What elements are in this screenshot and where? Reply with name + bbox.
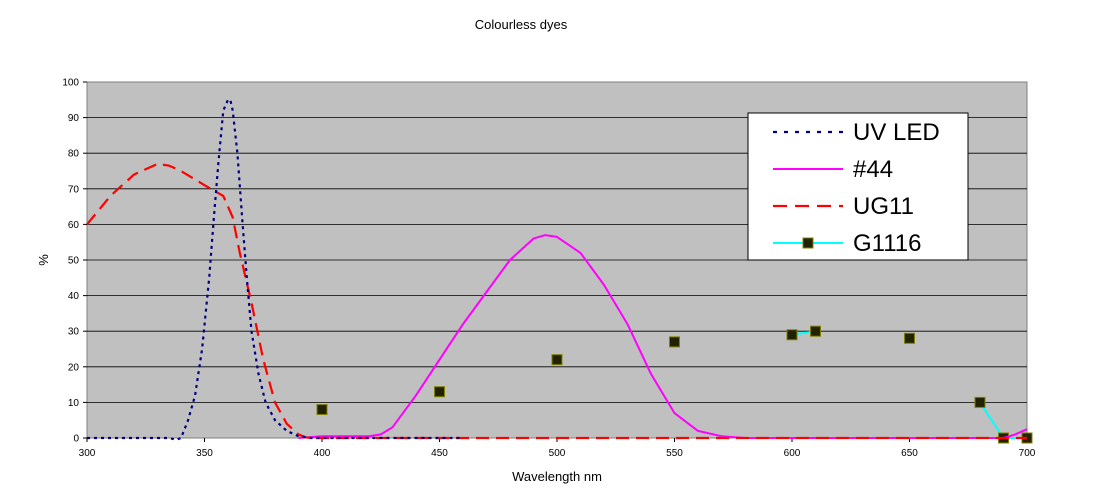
legend-entry: #44 <box>773 156 893 183</box>
series-segment <box>979 401 1005 439</box>
x-axis: 300 350 400 450 500 550 600 650 700 <box>79 438 1036 459</box>
legend-marker <box>802 237 814 249</box>
data-point <box>316 404 328 416</box>
series-g1116 <box>316 325 1033 444</box>
y-tick-label: 30 <box>68 327 80 338</box>
series-layer <box>86 98 1033 444</box>
data-point <box>669 336 680 348</box>
y-tick-label: 50 <box>68 256 80 267</box>
y-tick-label: 100 <box>62 78 79 89</box>
data-point <box>904 332 915 344</box>
x-tick-label: 550 <box>666 448 683 459</box>
y-tick-label: 60 <box>68 220 80 231</box>
data-point <box>810 325 821 337</box>
legend-label: UV LED <box>853 119 940 146</box>
y-tick-label: 40 <box>68 291 80 302</box>
x-tick-label: 500 <box>549 448 566 459</box>
legend-entry: UV LED <box>773 119 940 146</box>
x-tick-label: 400 <box>314 448 331 459</box>
legend-entry: UG11 <box>773 193 914 220</box>
x-axis-label: Wavelength nm <box>512 469 602 484</box>
y-tick-label: 10 <box>68 398 80 409</box>
legend-label: G1116 <box>853 230 922 257</box>
legend-entry: G1116 <box>773 230 922 257</box>
x-tick-label: 600 <box>784 448 801 459</box>
legend: UV LED #44 UG11 G1116 <box>747 112 969 261</box>
y-tick-label: 90 <box>68 113 80 124</box>
x-tick-label: 300 <box>79 448 96 459</box>
x-tick-label: 650 <box>901 448 918 459</box>
data-point <box>786 329 798 341</box>
data-point <box>974 396 986 408</box>
y-tick-label: 80 <box>68 149 80 160</box>
data-point <box>434 386 445 398</box>
legend-box <box>747 112 969 261</box>
y-axis-label: % <box>36 254 51 266</box>
series-ug11 <box>86 162 1027 440</box>
series-line <box>86 162 1027 440</box>
x-tick-label: 450 <box>431 448 448 459</box>
y-tick-label: 70 <box>68 184 80 195</box>
y-tick-label: 20 <box>68 362 80 373</box>
y-tick-label: 0 <box>73 434 79 445</box>
y-axis: 0 10 20 30 40 50 60 70 80 90 100 <box>62 78 87 445</box>
legend-label: UG11 <box>853 193 914 220</box>
x-tick-label: 350 <box>196 448 213 459</box>
x-tick-label: 700 <box>1019 448 1036 459</box>
data-point <box>551 354 563 366</box>
chart-title: Colourless dyes <box>475 17 568 32</box>
legend-label: #44 <box>853 156 893 183</box>
